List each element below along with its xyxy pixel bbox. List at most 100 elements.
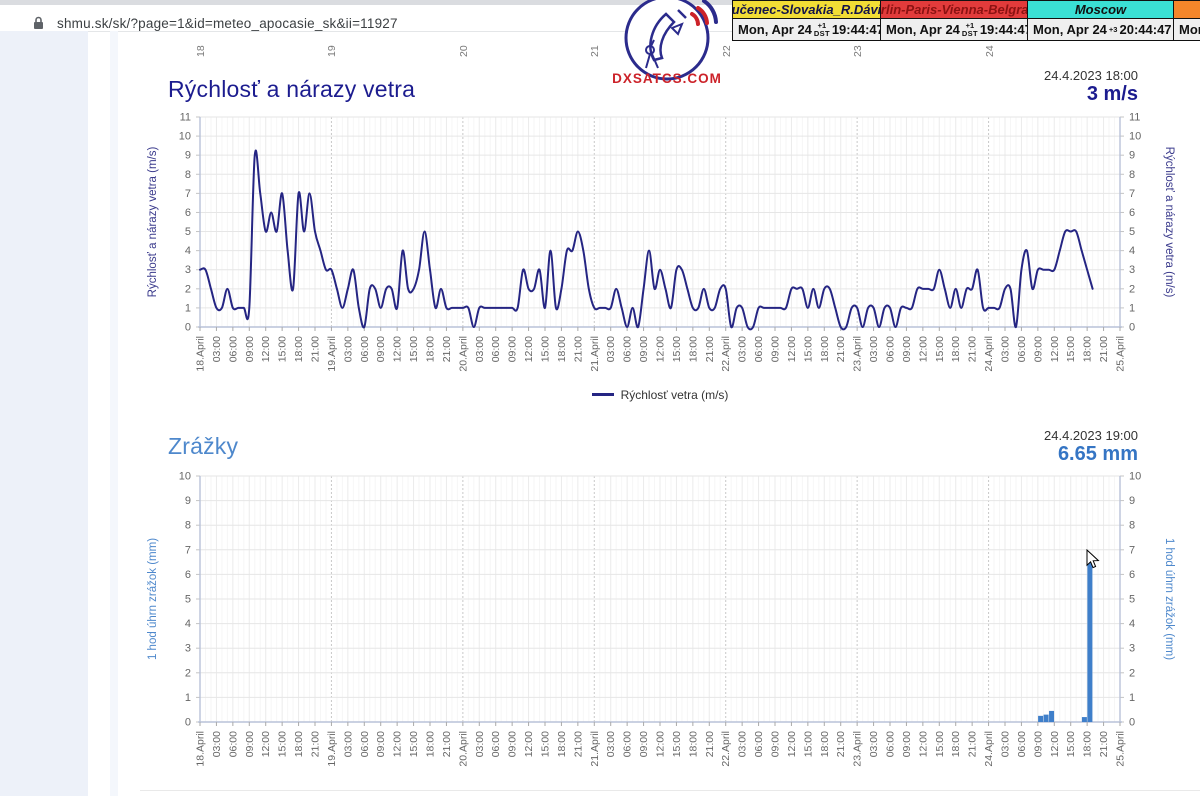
clock-city-label: Berlin-Paris-Vienna-Belgrade (881, 1, 1027, 19)
x-tick-label: 03:00 (474, 336, 486, 362)
clock-time-row: Mon, Apr 24 +1 DST 19:44:47 (881, 19, 1032, 40)
x-tick-label: 18:00 (425, 731, 437, 757)
y-tick-label: 0 (1129, 717, 1135, 729)
clock-lucenec: Lučenec-Slovakia_R.Dávid Mon, Apr 24 +1D… (732, 0, 884, 41)
x-tick-label: 21.April (589, 731, 601, 767)
truncated-label: 18 (195, 45, 207, 57)
x-tick-label: 06:00 (490, 336, 502, 362)
x-tick-label: 06:00 (490, 731, 502, 757)
y-tick-label: 3 (185, 264, 191, 276)
x-tick-label: 21:00 (572, 336, 584, 362)
x-tick-label: 03:00 (474, 731, 486, 757)
x-tick-label: 09:00 (1032, 731, 1044, 757)
y-axis-title-right: Rýchlosť a nárazy vetra (m/s) (1163, 147, 1175, 298)
x-tick-label: 09:00 (770, 336, 782, 362)
x-tick-label: 21:00 (835, 336, 847, 362)
y-tick-label: 1 (185, 692, 191, 704)
x-tick-label: 15:00 (671, 731, 683, 757)
x-tick-label: 03:00 (211, 336, 223, 362)
x-tick-label: 15:00 (540, 731, 552, 757)
x-tick-label: 21:00 (572, 731, 584, 757)
y-tick-label: 3 (1129, 643, 1135, 655)
y-tick-label: 4 (185, 618, 191, 630)
clock-date: Mon, Apr 24 (1033, 22, 1107, 37)
y-tick-label: 5 (1129, 594, 1135, 606)
x-tick-label: 09:00 (507, 731, 519, 757)
url-text[interactable]: shmu.sk/sk/?page=1&id=meteo_apocasie_sk&… (57, 16, 398, 31)
x-tick-label: 15:00 (277, 731, 289, 757)
x-tick-label: 15:00 (802, 336, 814, 362)
clock-date: Mon, Apr 24 (738, 22, 812, 37)
world-clocks: Lučenec-Slovakia_R.Dávid Mon, Apr 24 +1D… (732, 0, 1200, 41)
x-tick-label: 06:00 (753, 731, 765, 757)
y-tick-label: 6 (1129, 569, 1135, 581)
x-tick-label: 18:00 (556, 336, 568, 362)
y-tick-label: 0 (185, 717, 191, 729)
y-tick-label: 4 (1129, 618, 1135, 630)
precip-bar (1081, 717, 1087, 722)
x-tick-label: 06:00 (622, 731, 634, 757)
legend-line-swatch (591, 393, 614, 397)
x-tick-label: 12:00 (917, 731, 929, 757)
x-tick-label: 12:00 (786, 336, 798, 362)
precip-chart-datetime: 24.4.2023 19:00 (1044, 428, 1138, 443)
y-tick-label: 0 (185, 322, 191, 334)
y-tick-label: 3 (1129, 264, 1135, 276)
x-tick-label: 03:00 (342, 731, 354, 757)
x-tick-label: 06:00 (885, 731, 897, 757)
clock-city-label (1174, 1, 1200, 19)
x-tick-label: 12:00 (392, 731, 404, 757)
x-tick-label: 21:00 (1098, 731, 1110, 757)
x-tick-label: 18.April (195, 731, 207, 767)
x-tick-label: 18:00 (1082, 336, 1094, 362)
x-tick-label: 15:00 (934, 731, 946, 757)
clock-time: 19:44:47 (979, 22, 1032, 37)
x-tick-label: 12:00 (260, 731, 272, 757)
x-tick-label: 22.April (720, 731, 732, 767)
y-tick-label: 7 (185, 544, 191, 556)
x-tick-label: 03:00 (342, 336, 354, 362)
x-tick-label: 06:00 (359, 731, 371, 757)
x-tick-label: 24.April (983, 336, 995, 372)
precip-bar (1043, 714, 1049, 722)
y-tick-label: 5 (1129, 226, 1135, 238)
x-tick-label: 23.April (852, 731, 864, 767)
x-tick-label: 12:00 (1049, 731, 1061, 757)
y-tick-label: 6 (185, 569, 191, 581)
browser-tabstrip (0, 0, 1200, 5)
clock-dst: +3 (1108, 24, 1118, 34)
legend-label: Rýchlosť vetra (m/s) (620, 388, 729, 402)
wind-chart-legend: Rýchlosť vetra (m/s) (510, 388, 810, 402)
precip-bar (1038, 715, 1044, 722)
x-tick-label: 06:00 (1016, 336, 1028, 362)
x-tick-label: 21:00 (835, 731, 847, 757)
x-tick-label: 18:00 (1082, 731, 1094, 757)
x-tick-label: 09:00 (1032, 336, 1044, 362)
x-tick-label: 21:00 (310, 336, 322, 362)
x-tick-label: 18:00 (425, 336, 437, 362)
y-tick-label: 10 (1129, 131, 1141, 143)
precip-chart-plot[interactable]: 0 0 1 1 2 2 3 3 4 4 5 5 6 6 7 7 8 8 9 9 10 10 18.April 03:00 06:… (140, 465, 1200, 796)
left-sidebar-panel (0, 31, 88, 796)
x-tick-label: 09:00 (375, 731, 387, 757)
x-tick-label: 12:00 (917, 336, 929, 362)
precip-chart-current-value: 6.65 mm (1057, 443, 1138, 465)
x-tick-label: 21:00 (441, 336, 453, 362)
clock-dst: +1 DST (813, 21, 830, 38)
y-tick-label: 2 (185, 283, 191, 295)
signal-waves-icon (690, 0, 718, 26)
truncated-label: 19 (326, 45, 339, 57)
y-tick-label: 11 (180, 112, 191, 124)
x-tick-label: 12:00 (655, 731, 667, 757)
x-tick-label: 18:00 (950, 336, 962, 362)
precip-bar (1049, 710, 1055, 722)
x-tick-label: 25.April (1115, 731, 1127, 767)
clock-time-row: Mon, (1174, 19, 1200, 40)
y-tick-label: 8 (1129, 169, 1135, 181)
clock-time-row: Mon, Apr 24 +1 DST 19:44:47 (733, 19, 884, 40)
y-tick-label: 1 (1129, 302, 1135, 314)
truncated-label: 21 (589, 45, 602, 57)
x-tick-label: 03:00 (737, 731, 749, 757)
x-tick-label: 09:00 (901, 731, 913, 757)
